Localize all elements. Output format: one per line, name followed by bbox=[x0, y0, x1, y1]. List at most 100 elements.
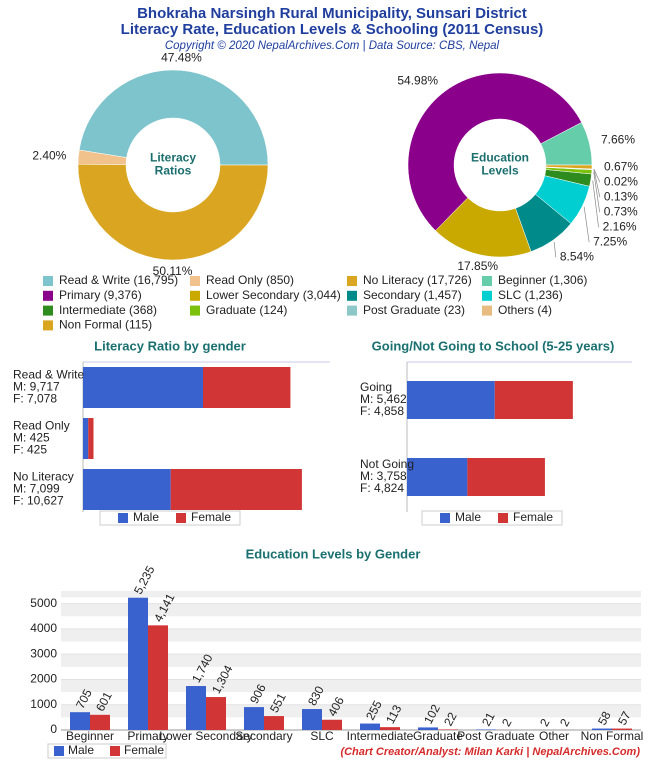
slice-label: 2.40% bbox=[32, 148, 66, 162]
bar-segment bbox=[407, 381, 495, 419]
category-value-label: F: 7,078 bbox=[13, 392, 57, 406]
slice-label: 0.73% bbox=[604, 204, 638, 218]
legend-label: Read Only (850) bbox=[206, 273, 294, 287]
legend-swatch bbox=[440, 513, 450, 523]
bar bbox=[90, 714, 110, 730]
legend-label: Post Graduate (23) bbox=[363, 303, 465, 317]
legend-label: Female bbox=[124, 743, 164, 757]
legend-swatch bbox=[190, 305, 200, 316]
leader-line bbox=[593, 171, 601, 213]
legend-label: Graduate (124) bbox=[206, 303, 287, 317]
x-tick-label: Graduate bbox=[413, 729, 463, 743]
leader-line bbox=[583, 206, 590, 243]
page-title: Bhokraha Narsingh Rural Municipality, Su… bbox=[137, 5, 527, 22]
x-tick-label: Other bbox=[539, 729, 569, 743]
legend-swatch bbox=[498, 513, 508, 523]
value-label: 21 bbox=[479, 710, 498, 729]
grid-band bbox=[61, 591, 641, 598]
y-tick-label: 5000 bbox=[30, 596, 57, 610]
y-tick-label: 3000 bbox=[30, 646, 57, 660]
legend-swatch bbox=[347, 290, 357, 301]
value-label: 255 bbox=[363, 698, 385, 723]
x-tick-label: Intermediate bbox=[347, 729, 414, 743]
legend-label: Primary (9,376) bbox=[59, 288, 142, 302]
slice-label: 2.16% bbox=[603, 219, 637, 233]
slice-label: 0.02% bbox=[604, 174, 638, 188]
category-label: Going bbox=[360, 380, 392, 394]
x-tick-label: Primary bbox=[127, 729, 168, 743]
y-tick-label: 2000 bbox=[30, 672, 57, 686]
x-tick-label: Post Graduate bbox=[457, 729, 535, 743]
legend-label: Male bbox=[455, 510, 481, 524]
legend-label: Non Formal (115) bbox=[59, 318, 152, 332]
legend-swatch bbox=[190, 290, 200, 301]
bar bbox=[438, 729, 458, 730]
donut-center-label: Levels bbox=[481, 164, 519, 178]
legend-label: Lower Secondary (3,044) bbox=[206, 288, 341, 302]
y-tick-label: 0 bbox=[50, 722, 57, 736]
slice-label: 47.48% bbox=[161, 51, 202, 65]
slice-label: 7.66% bbox=[601, 132, 635, 146]
legend-swatch bbox=[482, 305, 492, 316]
leader-line bbox=[593, 169, 601, 198]
value-label: 57 bbox=[615, 709, 634, 728]
bar bbox=[302, 709, 322, 730]
bar bbox=[148, 625, 168, 730]
legend-label: Female bbox=[513, 510, 553, 524]
bar-segment bbox=[88, 418, 94, 459]
legend-label: Male bbox=[133, 510, 159, 524]
grid-band bbox=[61, 628, 641, 642]
legend-label: SLC (1,236) bbox=[498, 288, 563, 302]
footer-credit: (Chart Creator/Analyst: Milan Karki | Ne… bbox=[340, 746, 640, 758]
bar-segment bbox=[203, 367, 291, 408]
donut-center-label: Literacy bbox=[150, 151, 196, 165]
bar bbox=[380, 727, 400, 730]
legend-swatch bbox=[118, 513, 128, 523]
chart-title: Literacy Ratio by gender bbox=[94, 338, 246, 353]
legend-label: Secondary (1,457) bbox=[363, 288, 462, 302]
bar bbox=[592, 728, 612, 730]
bar bbox=[70, 712, 90, 730]
category-value-label: F: 4,824 bbox=[360, 481, 404, 495]
chart-title: Going/Not Going to School (5-25 years) bbox=[372, 338, 615, 353]
value-label: 2 bbox=[557, 716, 573, 729]
category-label: Not Going bbox=[360, 457, 414, 471]
category-value-label: M: 5,462 bbox=[360, 392, 407, 406]
slice-label: 17.85% bbox=[457, 259, 498, 273]
bar bbox=[360, 723, 380, 730]
slice-label: 8.54% bbox=[560, 249, 594, 263]
slice-label: 0.67% bbox=[604, 159, 638, 173]
bar bbox=[244, 707, 264, 730]
y-tick-label: 1000 bbox=[30, 697, 57, 711]
page-credit: Copyright © 2020 NepalArchives.Com | Dat… bbox=[165, 40, 500, 52]
category-value-label: F: 4,858 bbox=[360, 404, 404, 418]
bar-segment bbox=[83, 418, 89, 459]
category-label: Read Only bbox=[13, 419, 70, 433]
legend-swatch bbox=[347, 305, 357, 316]
bar-segment bbox=[83, 469, 171, 510]
bar-segment bbox=[83, 367, 204, 408]
x-tick-label: Lower Secondary bbox=[159, 729, 252, 743]
value-label: 2 bbox=[537, 716, 553, 729]
legend-swatch bbox=[43, 320, 53, 331]
bar bbox=[418, 727, 438, 730]
leader-line bbox=[553, 241, 557, 258]
legend-box bbox=[47, 743, 167, 759]
legend-swatch bbox=[43, 290, 53, 301]
chart-title: Education Levels by Gender bbox=[246, 546, 421, 561]
legend-swatch bbox=[482, 290, 492, 301]
legend-label: No Literacy (17,726) bbox=[363, 273, 472, 287]
category-value-label: M: 7,099 bbox=[13, 482, 60, 496]
grid-band bbox=[61, 603, 641, 617]
page-subtitle: Literacy Rate, Education Levels & School… bbox=[121, 21, 544, 38]
bar bbox=[322, 719, 342, 730]
value-label: 2 bbox=[499, 716, 515, 729]
x-tick-label: SLC bbox=[310, 729, 334, 743]
legend-swatch bbox=[43, 276, 53, 286]
donut-slice bbox=[78, 69, 269, 166]
category-label: Read & Write bbox=[13, 368, 84, 382]
bar bbox=[264, 716, 284, 730]
leader-line bbox=[592, 180, 599, 228]
grid-band bbox=[61, 654, 641, 667]
legend-swatch bbox=[347, 276, 357, 286]
